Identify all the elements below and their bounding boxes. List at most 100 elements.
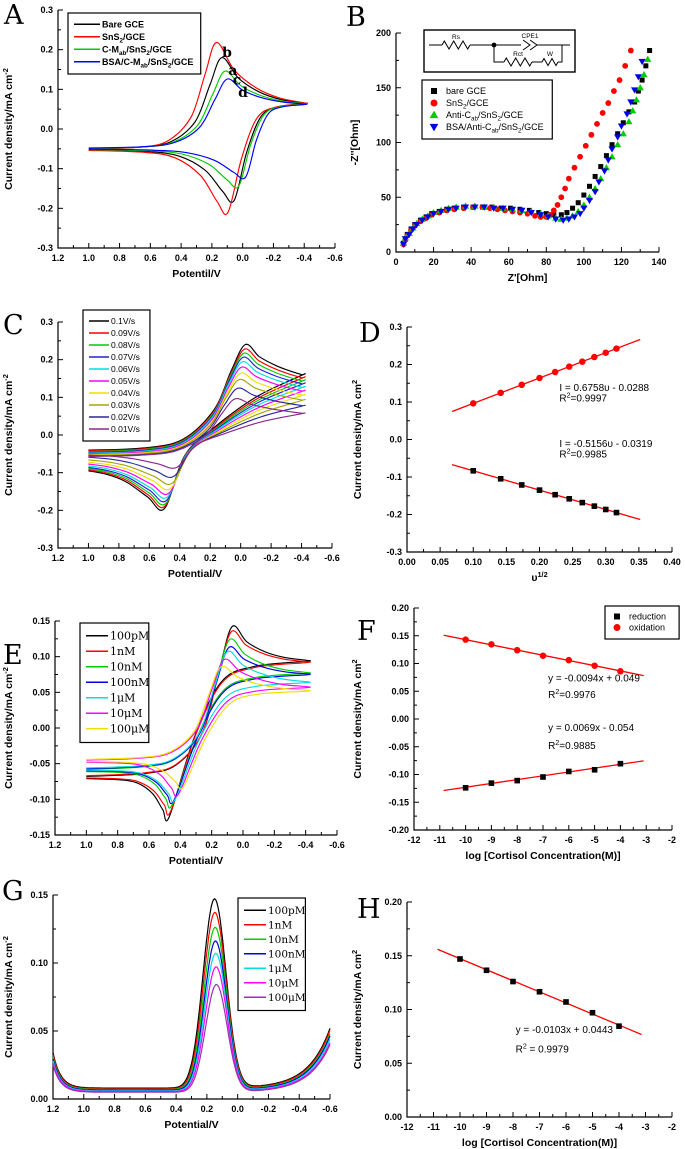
y-tick-label: 150 bbox=[376, 83, 391, 93]
y-tick-label: 0.10 bbox=[30, 958, 48, 968]
x-tick-label: -5 bbox=[591, 835, 599, 845]
panel-letter-f: F bbox=[357, 616, 376, 647]
legend-label: 0.08V/s bbox=[111, 340, 140, 350]
cv-curve bbox=[88, 361, 306, 499]
x-tick-label: -12 bbox=[400, 1122, 413, 1132]
cv-curve bbox=[88, 387, 306, 478]
y-tick-label: 0.0 bbox=[40, 124, 53, 134]
y-tick-label: 0.00 bbox=[391, 714, 409, 724]
y-tick-label: 0.3 bbox=[40, 317, 53, 327]
x-tick-label: -0.6 bbox=[327, 253, 343, 263]
legend-label: Anti-Cab/SnS2/GCE bbox=[446, 110, 523, 123]
x-tick-label: -0.2 bbox=[261, 1104, 277, 1114]
x-tick-label: 0 bbox=[393, 257, 398, 267]
x-tick-label: 0.6 bbox=[144, 253, 157, 263]
y-tick-label: 50 bbox=[381, 192, 391, 202]
x-tick-label: 80 bbox=[541, 257, 551, 267]
panel-c-chart: 1.2 1.0 0.8 0.6 0.4 0.2 0.0 -0.2 -0.4 -0.6 -0.3 -0.… bbox=[1, 309, 340, 580]
y-axis-label: Current density/mA cm-2 bbox=[1, 68, 15, 190]
x-tick-label: 1.0 bbox=[82, 553, 95, 563]
x-tick-label: -0.6 bbox=[329, 840, 345, 850]
cv-curve bbox=[88, 378, 306, 485]
x-tick-label: 1.0 bbox=[83, 253, 96, 263]
series bbox=[52, 898, 331, 1093]
x-tick-label: -7 bbox=[539, 835, 547, 845]
legend: 100pM 1nM 10nM 100nM 1μM 10μM 100μM bbox=[79, 622, 149, 744]
x-tick-label: 100 bbox=[576, 257, 591, 267]
legend-label: 1nM bbox=[268, 920, 292, 932]
scatter-series bbox=[462, 636, 624, 675]
legend-label: SnS2/GCE bbox=[446, 98, 489, 111]
annotation: R2=0.9997 bbox=[559, 392, 607, 404]
x-tick-label: 1.2 bbox=[49, 840, 62, 850]
x-tick-label: 0.30 bbox=[597, 557, 615, 567]
cv-curve bbox=[88, 57, 308, 204]
x-tick-label: 0.25 bbox=[564, 557, 582, 567]
axes: 0 20 40 60 80 100 120 140 0 50 100 150 200 Z'[Ohm] -Z'… bbox=[349, 28, 667, 284]
legend-label: Bare GCE bbox=[102, 19, 144, 29]
axes: 0.00 0.05 0.10 0.15 0.20 0.25 0.30 0.35 0.40 -0.3… bbox=[350, 322, 681, 584]
y-tick-label: 0.1 bbox=[40, 392, 53, 402]
x-tick-label: -5 bbox=[588, 1122, 596, 1132]
x-tick-label: 0.8 bbox=[108, 1104, 121, 1114]
series bbox=[88, 343, 306, 511]
y-tick-label: -0.3 bbox=[37, 243, 53, 253]
legend-label: 100pM bbox=[268, 905, 306, 917]
y-tick-label: -0.05 bbox=[388, 742, 409, 752]
y-tick-label: 100 bbox=[376, 138, 391, 148]
y-tick-label: 0.2 bbox=[40, 355, 53, 365]
legend-label: 1nM bbox=[110, 645, 135, 658]
x-tick-label: 1.2 bbox=[47, 1104, 60, 1114]
legend-label: 0.01V/s bbox=[111, 424, 140, 434]
y-tick-label: 0.00 bbox=[384, 1112, 402, 1122]
legend-label: 0.05V/s bbox=[111, 376, 140, 386]
x-axis-label: log [Cortisol Concentration(M)] bbox=[462, 1137, 617, 1149]
x-axis-label: Potential/V bbox=[164, 1119, 218, 1131]
y-tick-label: -0.15 bbox=[29, 830, 50, 840]
y-tick-label: 0.00 bbox=[30, 1094, 48, 1104]
cv-curve bbox=[88, 343, 306, 511]
y-tick-label: 0.2 bbox=[40, 45, 53, 55]
legend-label: 1μM bbox=[110, 692, 135, 705]
x-tick-label: 0.2 bbox=[206, 253, 219, 263]
y-tick-label: 0.2 bbox=[389, 360, 402, 370]
x-tick-label: -12 bbox=[407, 835, 420, 845]
x-tick-label: 0.0 bbox=[231, 1104, 244, 1114]
panel-b-chart: 0 20 40 60 80 100 120 140 0 50 100 150 200 Z'[Ohm] -Z'… bbox=[349, 28, 667, 284]
y-tick-label: -0.3 bbox=[37, 543, 53, 553]
x-tick-label: -0.6 bbox=[324, 553, 340, 563]
x-tick-label: 1.2 bbox=[52, 553, 65, 563]
x-tick-label: 0.4 bbox=[174, 553, 187, 563]
x-tick-label: 0.2 bbox=[201, 1104, 214, 1114]
legend-label: reduction bbox=[629, 612, 666, 622]
y-tick-label: 0.3 bbox=[389, 322, 402, 332]
panel-c: C 1.2 1.0 0.8 0.6 0.4 0.2 0.0 -0.2 -0.4 -0.6 -0.3 -… bbox=[0, 290, 342, 580]
x-tick-label: 1.0 bbox=[78, 1104, 91, 1114]
cv-curve bbox=[86, 658, 311, 798]
y-axis-label: Current density/mA cm2 bbox=[350, 380, 364, 499]
x-axis-label: Potential/V bbox=[168, 568, 222, 580]
y-tick-label: -0.20 bbox=[388, 825, 409, 835]
x-tick-label: 0.40 bbox=[663, 557, 681, 567]
x-tick-label: -11 bbox=[427, 1122, 440, 1132]
y-axis-label: Current density/mA cm-2 bbox=[1, 374, 15, 496]
cv-curve bbox=[88, 366, 306, 495]
x-tick-label: -9 bbox=[482, 1122, 490, 1132]
y-tick-label: -0.10 bbox=[29, 794, 50, 804]
panel-d-chart: 0.00 0.05 0.10 0.15 0.20 0.25 0.30 0.35 0.40 -0.3… bbox=[350, 322, 681, 584]
annotation: I = -0.5156υ - 0.0319 bbox=[559, 439, 652, 450]
cv-curve bbox=[86, 630, 311, 816]
x-axis-label: Potential/V bbox=[169, 855, 223, 867]
cv-curve bbox=[88, 41, 309, 216]
panel-h: H -12 -11 -10 -9 -8 -7 -6 -5 -4 -3 -2 0.00 0.05 0.10 0… bbox=[342, 870, 685, 1149]
x-tick-label: -0.2 bbox=[266, 253, 282, 263]
y-tick-label: -0.1 bbox=[386, 472, 402, 482]
x-tick-label: -10 bbox=[453, 1122, 466, 1132]
y-axis-label: -Z''[Ohm] bbox=[349, 120, 361, 166]
series bbox=[86, 625, 311, 822]
y-tick-label: -0.15 bbox=[388, 797, 409, 807]
y-axis-label: Current density/mA cm2 bbox=[350, 950, 364, 1069]
annotation: R2=0.9985 bbox=[559, 449, 607, 461]
x-tick-label: -0.2 bbox=[267, 840, 283, 850]
